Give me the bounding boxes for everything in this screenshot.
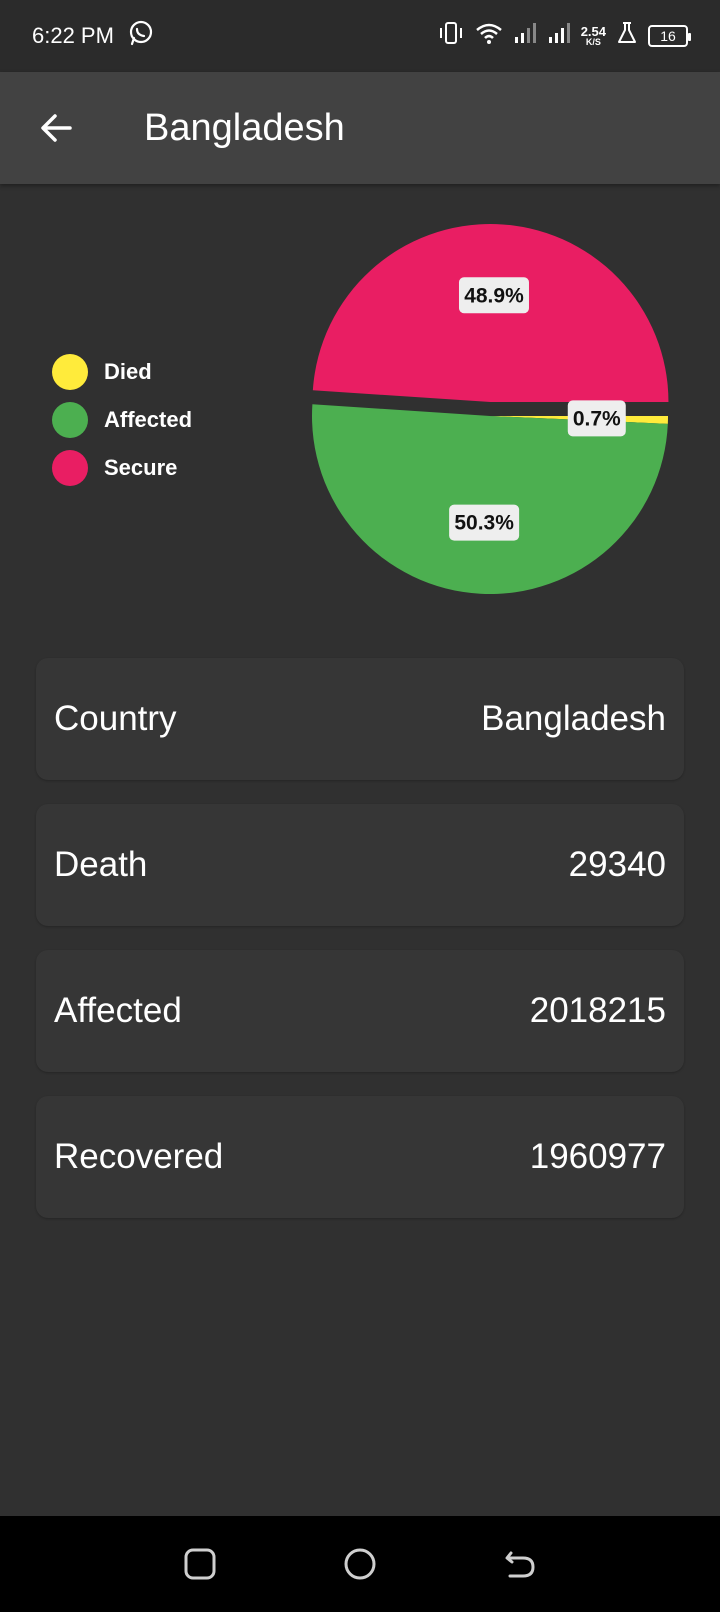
legend-label-secure: Secure xyxy=(104,455,178,480)
battery-icon: 16 xyxy=(648,25,691,47)
affected-card: Affected 2018215 xyxy=(36,950,684,1072)
back-nav-icon xyxy=(505,1551,535,1578)
network-speed-unit: K/S xyxy=(585,37,601,47)
status-bar: 6:22 PM xyxy=(0,0,720,72)
svg-text:48.9%: 48.9% xyxy=(464,284,524,307)
legend-item-died: Died xyxy=(52,348,192,396)
app-bar: Bangladesh xyxy=(0,72,720,184)
signal-icon-2 xyxy=(547,21,571,51)
legend-dot-affected xyxy=(52,402,88,438)
signal-icon xyxy=(513,21,537,51)
recents-icon xyxy=(184,1548,216,1580)
recovered-card: Recovered 1960977 xyxy=(36,1096,684,1218)
page-title: Bangladesh xyxy=(144,106,345,149)
arrow-left-icon xyxy=(41,114,72,142)
network-speed-value: 2.54 xyxy=(580,24,606,39)
chart-legend: Died Affected Secure xyxy=(52,348,192,492)
legend-item-secure: Secure xyxy=(52,444,192,492)
death-label: Death xyxy=(54,845,148,884)
pie-chart[interactable]: 0.7% 50.3% 48.9% xyxy=(0,184,720,644)
death-value: 29340 xyxy=(568,845,666,884)
flask-icon xyxy=(616,21,638,51)
pie-label-secure: 48.9% xyxy=(458,277,529,314)
home-circle-icon xyxy=(344,1548,376,1580)
wifi-icon xyxy=(475,21,503,51)
whatsapp-icon xyxy=(128,20,154,52)
legend-dot-secure xyxy=(52,450,88,486)
network-speed: 2.54 K/S xyxy=(581,25,606,47)
system-nav-bar xyxy=(0,1516,720,1612)
country-card: Country Bangladesh xyxy=(36,658,684,780)
back-nav-button[interactable] xyxy=(490,1534,550,1594)
back-button[interactable] xyxy=(20,92,92,164)
recovered-value: 1960977 xyxy=(529,1137,666,1176)
affected-label: Affected xyxy=(54,991,182,1030)
legend-label-affected: Affected xyxy=(104,407,193,432)
pie-label-died: 0.7% xyxy=(567,400,626,437)
recovered-label: Recovered xyxy=(54,1137,224,1176)
status-time: 6:22 PM xyxy=(32,23,114,48)
svg-text:50.3%: 50.3% xyxy=(454,512,514,535)
legend-item-affected: Affected xyxy=(52,396,192,444)
vibrate-icon xyxy=(437,21,465,51)
legend-dot-died xyxy=(52,354,88,390)
info-cards: Country Bangladesh Death 29340 Affected … xyxy=(36,658,684,1242)
affected-value: 2018215 xyxy=(529,991,666,1030)
country-value: Bangladesh xyxy=(481,699,666,738)
pie-slice-affected[interactable] xyxy=(312,404,668,594)
death-card: Death 29340 xyxy=(36,804,684,926)
home-button[interactable] xyxy=(330,1534,390,1594)
legend-label-died: Died xyxy=(104,359,152,384)
svg-text:0.7%: 0.7% xyxy=(573,407,621,430)
pie-chart-area: Died Affected Secure 0.7% 50.3% 48.9% xyxy=(0,184,720,644)
recents-button[interactable] xyxy=(170,1534,230,1594)
pie-label-affected: 50.3% xyxy=(449,504,520,541)
country-label: Country xyxy=(54,699,177,738)
